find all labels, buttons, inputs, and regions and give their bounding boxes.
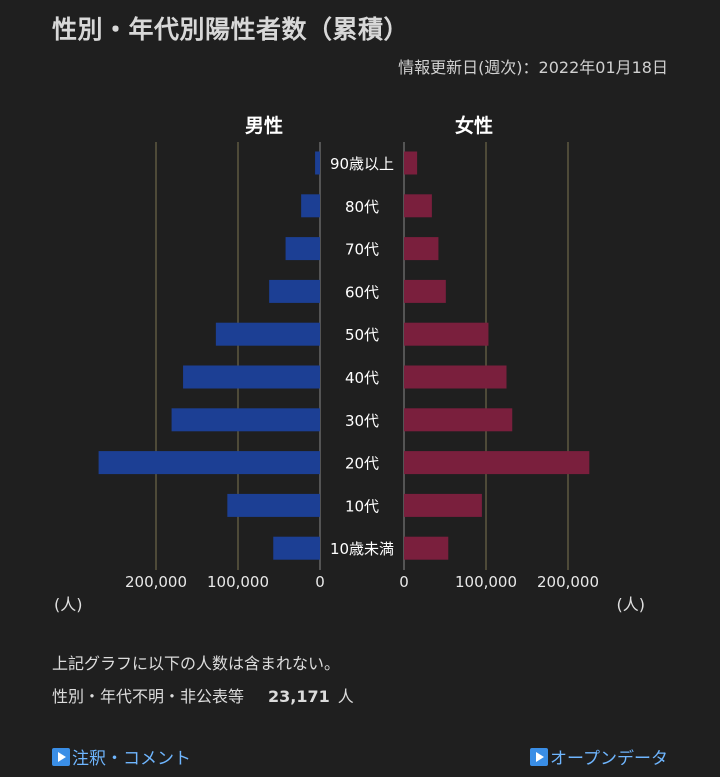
category-label: 70代 [345, 241, 379, 259]
unit-label-left: (人) [54, 595, 83, 614]
open-data-link[interactable]: オープンデータ [530, 744, 668, 769]
play-icon [530, 747, 549, 766]
bar-male[interactable] [227, 493, 320, 517]
unknown-count-value: 23,171 [268, 687, 330, 706]
bar-male[interactable] [183, 365, 320, 389]
notes-comments-link[interactable]: 注釈・コメント [52, 744, 191, 769]
unknown-count-label: 性別・年代不明・非公表等 [52, 687, 245, 706]
male-series-label: 男性 [245, 114, 283, 137]
bar-female[interactable] [404, 408, 513, 432]
bar-female[interactable] [404, 493, 482, 517]
unknown-count-row: 性別・年代不明・非公表等 23,171 人 [52, 683, 354, 707]
bar-male[interactable] [215, 322, 320, 346]
tick-label-left: 100,000 [207, 573, 269, 591]
bar-female[interactable] [404, 237, 439, 261]
bar-female[interactable] [404, 365, 507, 389]
unknown-count-unit: 人 [337, 687, 354, 706]
tick-label-right: 200,000 [537, 573, 599, 591]
category-label: 40代 [345, 369, 379, 387]
tick-labels: 200,000 100,000 0 0 100,000 200,000 [125, 573, 599, 591]
population-pyramid-chart: 男性 女性 90歳以上 80代 70代 60代 50代 40代 30代 20代 10代 10歳未満… [54, 114, 646, 614]
tick-label-right: 100,000 [455, 573, 517, 591]
category-label: 50代 [345, 326, 379, 344]
bar-female[interactable] [404, 151, 418, 175]
category-label: 10歳未満 [330, 540, 394, 558]
category-label: 90歳以上 [330, 155, 394, 173]
category-label: 20代 [345, 455, 379, 473]
page-title: 性別・年代別陽性者数（累積） [52, 15, 410, 44]
bar-male[interactable] [269, 279, 320, 303]
category-labels: 90歳以上 80代 70代 60代 50代 40代 30代 20代 10代 10歳未満 [330, 155, 394, 558]
bar-female[interactable] [404, 322, 489, 346]
open-data-link-label: オープンデータ [550, 749, 668, 769]
tick-label-right: 0 [399, 573, 409, 591]
category-label: 10代 [345, 497, 379, 515]
female-series-label: 女性 [455, 114, 493, 137]
bar-male[interactable] [273, 536, 320, 560]
notes-comments-link-label: 注釈・コメント [72, 749, 191, 769]
bar-male[interactable] [315, 151, 320, 175]
update-date: 情報更新日(週次)：2022年01月18日 [398, 58, 668, 77]
tick-label-left: 0 [315, 573, 325, 591]
bar-male[interactable] [171, 408, 320, 432]
bar-female[interactable] [404, 279, 446, 303]
category-label: 30代 [345, 412, 379, 430]
bar-female[interactable] [404, 451, 590, 475]
category-label: 60代 [345, 283, 379, 301]
exclusion-note: 上記グラフに以下の人数は含まれない。 [52, 654, 341, 673]
bars [98, 151, 590, 560]
play-icon [52, 747, 70, 766]
unit-label-right: (人) [617, 595, 646, 614]
bar-male[interactable] [98, 451, 320, 475]
bar-male[interactable] [285, 237, 320, 261]
bar-female[interactable] [404, 536, 449, 560]
tick-label-left: 200,000 [125, 573, 187, 591]
category-label: 80代 [345, 198, 379, 216]
bar-female[interactable] [404, 194, 432, 218]
bar-male[interactable] [301, 194, 320, 218]
